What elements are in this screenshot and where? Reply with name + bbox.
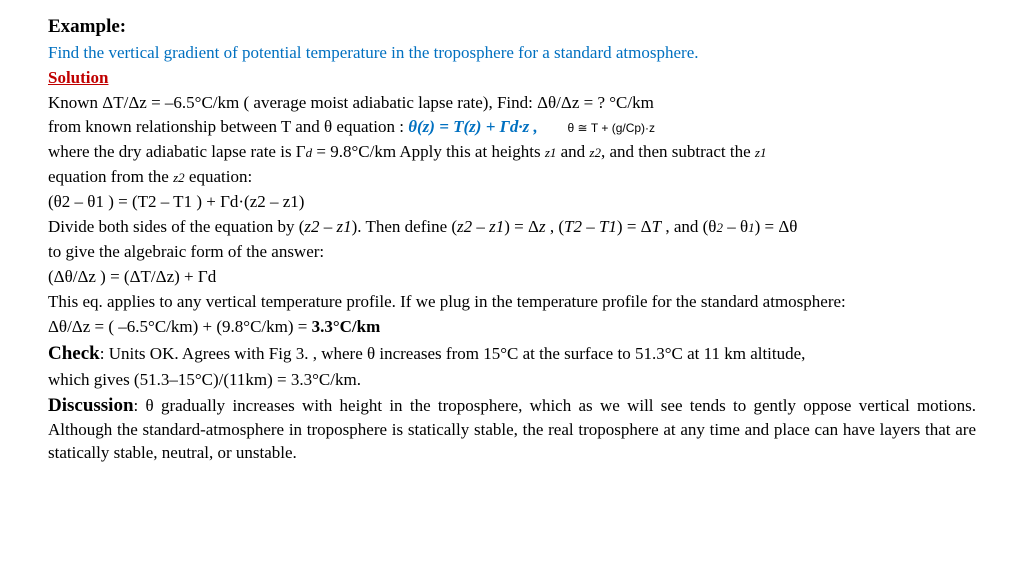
check-text: : Units OK. Agrees with Fig 3. , where θ… [100, 344, 806, 363]
solution-label: Solution [48, 67, 976, 90]
div-c: ) = Δ [504, 217, 539, 236]
div-e: ) = Δ [617, 217, 652, 236]
sub-z1b: z1 [755, 145, 767, 160]
sub-z2: z2 [589, 145, 601, 160]
algebraic-line: to give the algebraic form of the answer… [48, 241, 976, 264]
where-a: where the dry adiabatic lapse rate is Γ [48, 142, 306, 161]
discussion-text: : θ gradually increases with height in t… [48, 396, 976, 462]
discussion-block: Discussion: θ gradually increases with h… [48, 393, 976, 465]
result-prefix: Δθ/Δz = ( –6.5°C/km) + (9.8°C/km) = [48, 317, 312, 336]
div-t2t1: T2 – T1 [564, 217, 617, 236]
div-d: , ( [546, 217, 564, 236]
where2-a: equation from the [48, 167, 173, 186]
problem-prompt: Find the vertical gradient of potential … [48, 42, 976, 65]
div-b: ). Then define ( [352, 217, 457, 236]
div-h: ) = Δθ [755, 217, 798, 236]
discussion-label: Discussion [48, 395, 134, 416]
equation-2: (Δθ/Δz ) = (ΔT/Δz) + Γd [48, 266, 976, 289]
relationship-line: from known relationship between T and θ … [48, 116, 976, 139]
rel-equation-blue: θ(z) = T(z) + Γd·z , [408, 117, 538, 136]
result-line: Δθ/Δz = ( –6.5°C/km) + (9.8°C/km) = 3.3°… [48, 316, 976, 339]
example-title: Example: [48, 14, 976, 40]
div-z: z [539, 217, 546, 236]
equation-1: (θ2 – θ1 ) = (T2 – T1 ) + Γd·(z2 – z1) [48, 191, 976, 214]
rel-prefix: from known relationship between T and θ … [48, 117, 408, 136]
div-z2z1b: z2 – z1 [457, 217, 504, 236]
div-t: T [652, 217, 661, 236]
where-d: , and then subtract the [601, 142, 755, 161]
div-f: , and (θ [661, 217, 716, 236]
div-z2z1: z2 – z1 [304, 217, 351, 236]
check-block: Check: Units OK. Agrees with Fig 3. , wh… [48, 341, 976, 367]
where2-b: equation: [185, 167, 253, 186]
where-line: where the dry adiabatic lapse rate is Γd… [48, 141, 976, 164]
applies-line: This eq. applies to any vertical tempera… [48, 291, 976, 314]
known-line: Known ΔT/Δz = –6.5°C/km ( average moist … [48, 92, 976, 115]
where-c: and [556, 142, 589, 161]
sub-z1: z1 [545, 145, 557, 160]
where-b: = 9.8°C/km Apply this at heights [312, 142, 545, 161]
div-g: – θ [723, 217, 748, 236]
rel-equation-tiny: θ ≅ T + (g/Cp)·z [568, 121, 656, 135]
result-bold: 3.3°C/km [312, 317, 381, 336]
document-page: Example: Find the vertical gradient of p… [0, 0, 1024, 481]
check-label: Check [48, 343, 100, 364]
check-line2: which gives (51.3–15°C)/(11km) = 3.3°C/k… [48, 369, 976, 392]
sub-z2b: z2 [173, 170, 185, 185]
div-a: Divide both sides of the equation by ( [48, 217, 304, 236]
where-line2: equation from the z2 equation: [48, 166, 976, 189]
divide-line: Divide both sides of the equation by (z2… [48, 216, 976, 239]
